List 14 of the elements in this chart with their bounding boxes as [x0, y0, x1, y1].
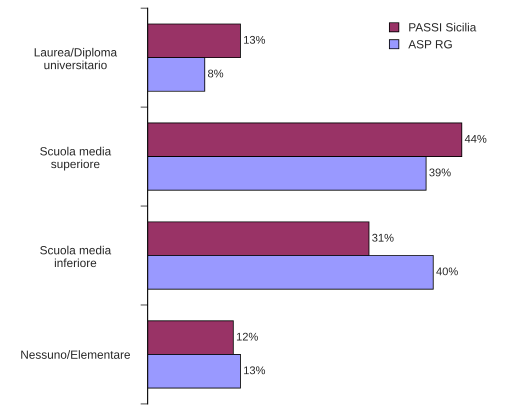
data-label: 31%: [372, 234, 394, 242]
y-tick-label: Laurea/Diploma universitario: [34, 48, 118, 70]
data-label: 39%: [429, 168, 451, 176]
legend-label: PASSI Sicilia: [409, 22, 476, 32]
data-label: 40%: [436, 267, 458, 276]
legend-label: ASP RG: [408, 40, 452, 48]
y-tick-label: Scuola media inferiore: [40, 246, 112, 268]
data-label: 13%: [244, 366, 266, 374]
data-label: 8%: [208, 70, 224, 78]
data-label: 12%: [236, 332, 258, 341]
data-label: 13%: [244, 36, 266, 44]
y-tick-label: Scuola media superiore: [40, 146, 112, 171]
y-tick-label: Nessuno/Elementare: [21, 350, 130, 359]
data-label: 44%: [464, 134, 486, 143]
